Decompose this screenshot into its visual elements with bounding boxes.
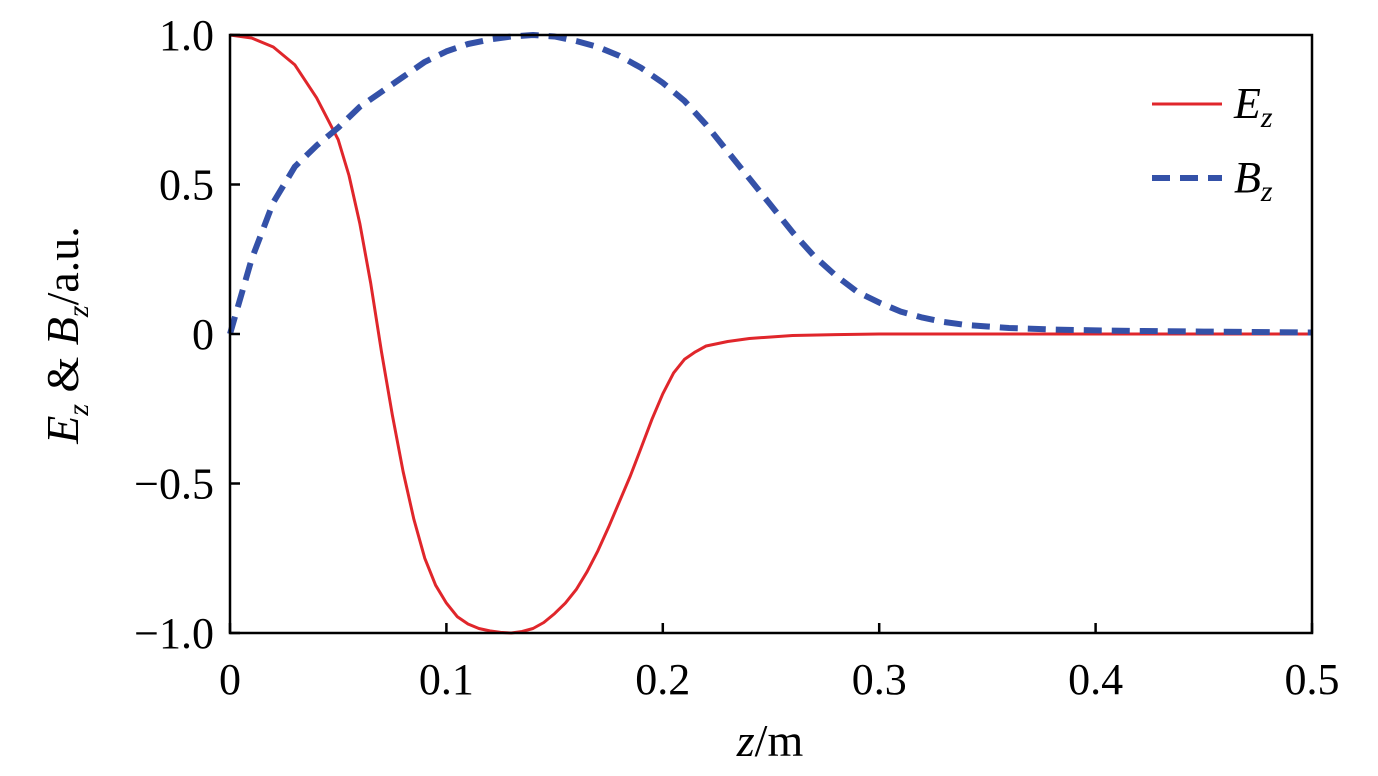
- plot-frame: [228, 33, 1314, 635]
- series-line-ez: [229, 33, 1312, 635]
- tick-labels: 0 0.1 0.2 0.3 0.4 0.5 1.0 0.5 0 −0.5 −1.0: [134, 11, 1339, 704]
- x-tick-label: 0.2: [635, 655, 690, 704]
- y-axis-label: Ez & Bz/a.u.: [37, 226, 95, 445]
- x-tick-label: 0: [219, 655, 241, 704]
- x-tick-label: 0.5: [1285, 655, 1340, 704]
- x-tick-label: 0.4: [1068, 655, 1123, 704]
- plot-marks: [227, 32, 1313, 635]
- y-tick-label: −1.0: [134, 609, 214, 658]
- y-tick-label: −0.5: [134, 460, 214, 509]
- x-tick-label: 0.3: [852, 655, 907, 704]
- y-tick-label: 0: [192, 310, 214, 359]
- y-tick-label: 1.0: [159, 11, 214, 60]
- x-tick-label: 0.1: [419, 655, 474, 704]
- series-line-bz: [227, 32, 1313, 336]
- legend-label-bz: Bz: [1234, 153, 1273, 208]
- legend: Ez Bz: [1152, 79, 1273, 208]
- x-axis-label: z/m: [736, 715, 804, 766]
- y-tick-label: 0.5: [159, 161, 214, 210]
- legend-label-ez: Ez: [1233, 79, 1273, 134]
